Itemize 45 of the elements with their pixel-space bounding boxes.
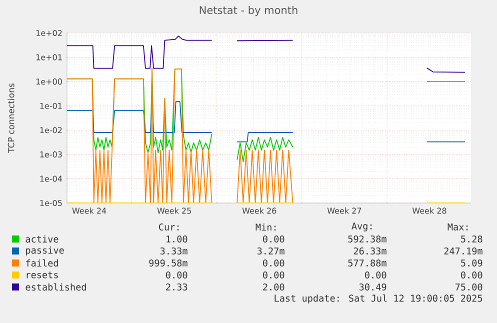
text: 0.00 [263, 271, 284, 279]
text: 0.00 [263, 235, 284, 243]
y-tick-label: 1e-03 [40, 151, 62, 158]
text: 5.28 [461, 235, 482, 243]
x-tick-label: Week 25 [157, 208, 191, 214]
text: 3.27m [257, 247, 284, 255]
text: 247.19m [444, 247, 482, 255]
text: Last update: Sat Jul 12 19:00:05 2025 [274, 294, 482, 304]
text: Min: [256, 223, 276, 231]
text: 3.33m [160, 247, 188, 255]
y-tick-label: 1e-02 [40, 127, 62, 134]
legend-label: active [26, 235, 58, 243]
y-tick-label: 1e-01 [40, 102, 62, 109]
chart-title: Netstat - by month [200, 6, 298, 16]
y-tick-label: 1e-04 [40, 176, 62, 182]
y-tick-label: 1e+00 [36, 78, 62, 85]
y-axis-title: TCP connections [8, 84, 14, 153]
legend-label: established [26, 283, 86, 291]
text: 0.00 [166, 271, 188, 279]
text: 999.58m [149, 259, 188, 267]
text: 2.33 [166, 283, 188, 291]
y-tick-label: 1e+01 [36, 54, 62, 60]
text: 592.38m [348, 235, 386, 243]
x-tick-label: Week 26 [242, 208, 276, 214]
text: 30.49 [359, 283, 386, 291]
text: 75.00 [455, 283, 482, 291]
y-tick-label: 1e+02 [36, 30, 62, 36]
text: 0.00 [461, 271, 482, 279]
x-tick-label: Week 27 [327, 208, 362, 214]
legend-label: resets [26, 272, 58, 278]
y-tick-label: 1e-05 [40, 200, 62, 206]
text: Cur: [159, 223, 179, 231]
text: Max: [448, 224, 468, 230]
text: Avg: [352, 222, 372, 232]
x-tick-label: Week 28 [412, 208, 446, 214]
x-tick-label: Week 24 [72, 208, 106, 214]
text: 577.88m [348, 259, 386, 267]
text: 5.09 [461, 259, 482, 267]
legend-label: passive [26, 246, 64, 256]
text: 2.00 [263, 283, 284, 291]
text: 1.00 [166, 235, 188, 243]
text: 0.00 [365, 271, 386, 279]
legend-label: failed [26, 259, 58, 267]
text: 26.33m [354, 247, 386, 255]
text: 0.00 [263, 259, 284, 267]
